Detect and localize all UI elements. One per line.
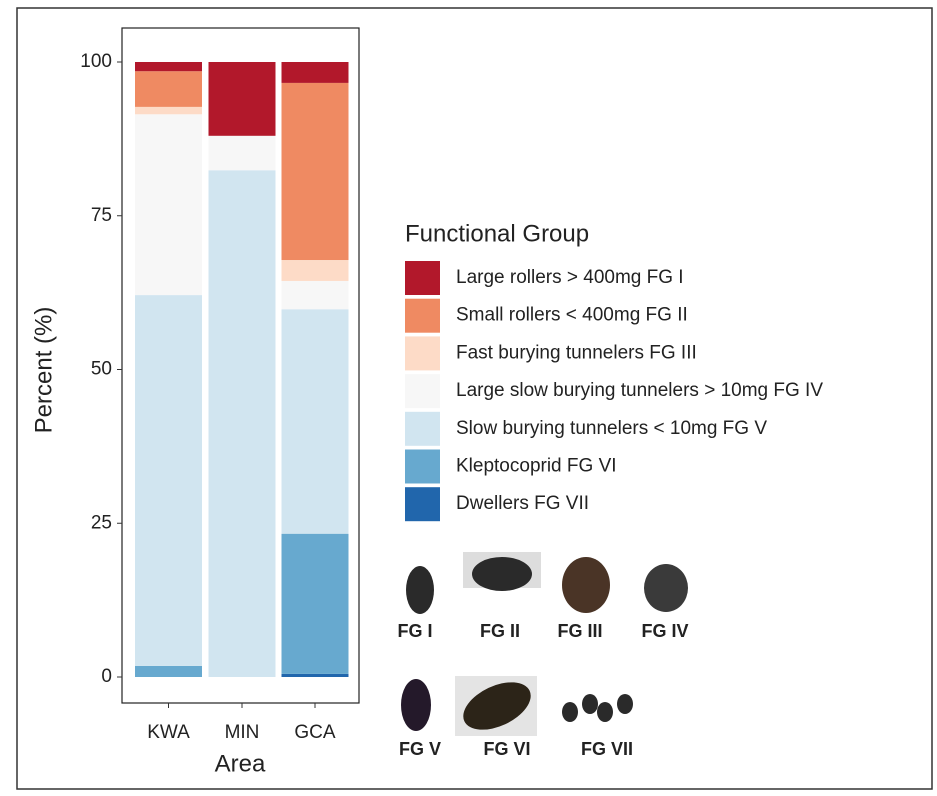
y-tick-label: 50 [91, 359, 112, 380]
bar-segment [135, 114, 202, 296]
beetle-photo [406, 566, 434, 614]
y-tick-label: 0 [101, 666, 112, 687]
photo-label: FG VI [483, 739, 530, 759]
panel-border [121, 27, 360, 704]
legend-key [405, 411, 440, 446]
bar-segment [281, 280, 349, 310]
photo-label: FG I [398, 621, 433, 641]
bar-segment [135, 62, 202, 72]
legend-label: Kleptocoprid FG VI [456, 456, 617, 477]
x-axis-title: Area [215, 750, 266, 777]
bar-segment [208, 135, 276, 171]
bar-segment [281, 82, 349, 261]
beetle-photo [617, 694, 633, 714]
bar-segment [135, 295, 202, 666]
bar-segment [281, 62, 349, 83]
beetle-photo [401, 679, 431, 731]
legend-label: Small rollers < 400mg FG II [456, 305, 688, 326]
bar-segment [281, 673, 349, 677]
x-tick-label: GCA [294, 722, 336, 743]
photo-label: FG IV [641, 621, 688, 641]
beetle-photo [463, 682, 531, 730]
bar-segment [281, 309, 349, 534]
beetle-photo [582, 694, 598, 714]
beetle-photo [562, 702, 578, 722]
legend-key [405, 449, 440, 484]
y-tick-label: 75 [91, 205, 112, 226]
photo-label: FG V [399, 739, 441, 759]
photo-label: FG VII [581, 739, 633, 759]
bar-segment [135, 71, 202, 107]
legend-key [405, 336, 440, 371]
legend-label: Dwellers FG VII [456, 493, 589, 514]
figure-frame [16, 7, 933, 790]
beetle-photo [597, 702, 613, 722]
beetle-photos [401, 552, 688, 736]
legend-key [405, 374, 440, 409]
bar-segment [135, 106, 202, 115]
legend-key [405, 487, 440, 522]
bar-segment [281, 533, 349, 674]
x-tick-label: KWA [147, 722, 190, 743]
x-tick-label: MIN [225, 722, 260, 743]
legend-label: Large rollers > 400mg FG I [456, 267, 684, 288]
legend-key [405, 261, 440, 295]
bar-segment [135, 665, 202, 677]
y-tick-label: 25 [91, 512, 112, 533]
photo-label: FG II [480, 621, 520, 641]
bar-segment [281, 260, 349, 281]
legend-key [405, 298, 440, 333]
legend-title: Functional Group [405, 220, 589, 247]
beetle-photo [472, 557, 532, 591]
photo-label: FG III [558, 621, 603, 641]
beetle-photo [644, 564, 688, 612]
y-tick-label: 100 [80, 51, 112, 72]
y-axis-title: Percent (%) [30, 307, 57, 434]
beetle-photo [562, 557, 610, 613]
bar-segment [208, 170, 276, 678]
legend-label: Large slow burying tunnelers > 10mg FG I… [456, 380, 823, 401]
legend-label: Slow burying tunnelers < 10mg FG V [456, 418, 767, 439]
bar-segment [208, 62, 276, 136]
legend-label: Fast burying tunnelers FG III [456, 342, 697, 363]
